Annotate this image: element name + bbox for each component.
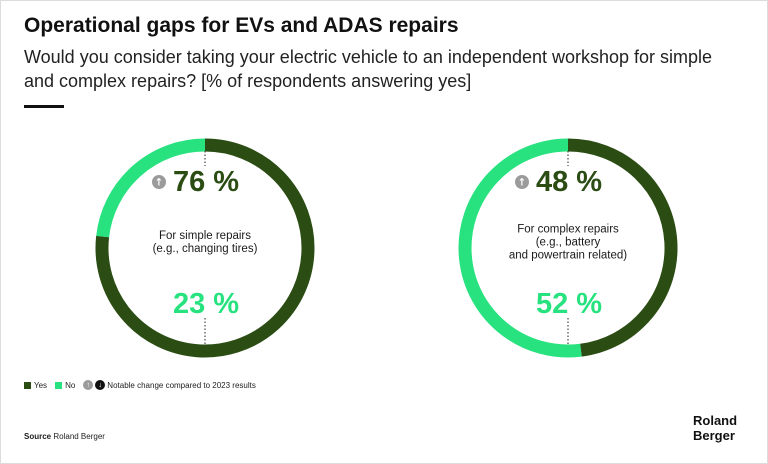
up-arrow-glyph: ↑ (518, 178, 526, 189)
chart-subtitle: Would you consider taking your electric … (24, 47, 713, 91)
legend: Yes No ↑ ↓ Notable change compared to 20… (24, 380, 264, 390)
up-arrow-icon: ↑ (83, 380, 94, 390)
legend-swatch-no (55, 381, 63, 389)
no-value-label: 23 % (173, 288, 239, 320)
center-description-line: For simple repairs (159, 230, 251, 242)
down-arrow-icon: ↓ (95, 380, 106, 390)
no-value-label: 52 % (536, 288, 602, 320)
source-text: Roland Berger (53, 432, 105, 441)
center-description-line: For complex repairs (517, 224, 619, 236)
donut-segment-no (96, 138, 206, 238)
center-description-line: (e.g., battery (536, 237, 601, 249)
center-description-line: (e.g., changing tires) (153, 243, 258, 255)
up-arrow-icon (515, 175, 529, 189)
legend-note: Notable change compared to 2023 results (107, 380, 256, 390)
legend-label-no: No (65, 380, 76, 390)
legend-item-yes: Yes (24, 381, 47, 390)
chart-title: Operational gaps for EVs and ADAS repair… (24, 14, 459, 37)
roland-berger-logo: Roland Berger (693, 413, 737, 443)
legend-label-yes: Yes (34, 380, 48, 390)
up-arrow-glyph: ↑ (155, 178, 163, 189)
logo-line-2: Berger (693, 428, 735, 443)
donut-segment-yes (95, 138, 315, 358)
logo-line-1: Roland (693, 413, 738, 428)
title-divider (24, 105, 64, 108)
center-description-line: and powertrain related) (509, 250, 627, 262)
legend-swatch-yes (24, 381, 31, 389)
donut-segment-yes (567, 138, 678, 357)
yes-value-label: 76 % (173, 166, 239, 198)
legend-item-change: ↑ ↓ Notable change compared to 2023 resu… (83, 380, 256, 390)
legend-item-no: No (55, 381, 75, 390)
yes-value-label: 48 % (536, 166, 602, 198)
source-label: Source (24, 432, 52, 441)
source-note: Source Roland Berger (24, 432, 105, 441)
up-arrow-icon (152, 175, 166, 189)
donut-segment-no (458, 138, 582, 358)
